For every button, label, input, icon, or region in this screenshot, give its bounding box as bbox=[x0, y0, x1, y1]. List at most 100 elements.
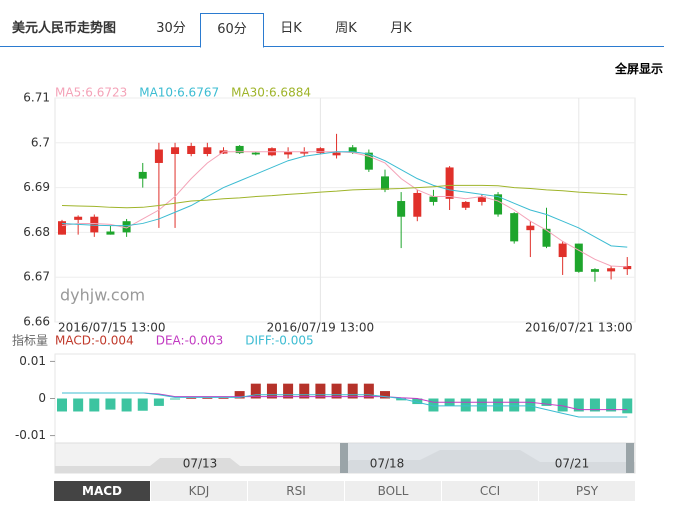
macd-bar bbox=[73, 398, 84, 412]
macd-bar bbox=[606, 398, 617, 412]
macd-bar bbox=[89, 398, 100, 412]
macd-bar bbox=[347, 383, 358, 399]
indicator-tab[interactable]: MACD bbox=[54, 481, 151, 501]
candle-body bbox=[429, 196, 438, 202]
macd-bar bbox=[105, 398, 116, 410]
tab-bar: 美元人民币走势图 30分 60分 日K 周K 月K bbox=[0, 13, 664, 48]
candle-body bbox=[461, 201, 470, 208]
ma-line bbox=[61, 151, 628, 248]
tab[interactable]: 30分 bbox=[156, 21, 186, 36]
watermark: dyhjw.com bbox=[60, 286, 145, 305]
candle-body bbox=[284, 151, 293, 155]
candle-body bbox=[348, 147, 357, 153]
candle-body bbox=[90, 216, 99, 233]
candle-body bbox=[74, 216, 83, 220]
navigator-handle[interactable] bbox=[340, 443, 348, 473]
indicator-tab[interactable]: RSI bbox=[248, 481, 345, 501]
indicator-tab[interactable]: PSY bbox=[539, 481, 636, 501]
macd-bar bbox=[57, 398, 67, 412]
macd-bar bbox=[331, 383, 342, 399]
macd-bar bbox=[218, 397, 229, 399]
macd-bar bbox=[476, 398, 487, 412]
y-tick-label: -0.01 bbox=[15, 428, 46, 442]
indicator-label: 指标量 bbox=[12, 333, 48, 348]
candle-body bbox=[300, 151, 309, 154]
macd-bar bbox=[186, 397, 197, 399]
candle-body bbox=[607, 268, 616, 272]
candle-body bbox=[542, 228, 551, 247]
macd-bar bbox=[153, 398, 164, 406]
candle-body bbox=[574, 243, 583, 272]
macd-bar bbox=[315, 383, 326, 399]
x-tick-label: 2016/07/21 13:00 bbox=[525, 321, 633, 335]
macd-bar bbox=[250, 383, 261, 399]
candle-body bbox=[203, 147, 212, 154]
macd-bar bbox=[137, 398, 148, 411]
candle-body bbox=[590, 269, 599, 272]
macd-bar bbox=[428, 398, 439, 412]
indicator-tab[interactable]: CCI bbox=[442, 481, 539, 501]
candle-body bbox=[381, 176, 389, 190]
legend-entry: MA10:6.6767 bbox=[139, 86, 219, 100]
indicator-tab[interactable]: BOLL bbox=[345, 481, 442, 501]
navigator-label: 07/21 bbox=[555, 457, 590, 471]
legend-entry: MA30:6.6884 bbox=[231, 86, 311, 100]
indicator-tabs: MACD KDJ RSI BOLL CCI PSY bbox=[54, 481, 636, 501]
macd-bar bbox=[380, 391, 390, 399]
candle-body bbox=[623, 266, 632, 270]
macd-bar bbox=[622, 398, 633, 414]
legend-entry: DIFF:-0.005 bbox=[245, 334, 313, 348]
macd-bar bbox=[363, 383, 374, 399]
candle-body bbox=[332, 152, 341, 156]
candle-body bbox=[477, 196, 486, 202]
candle-body bbox=[58, 221, 66, 235]
macd-bar bbox=[493, 398, 504, 412]
candle-body bbox=[445, 167, 454, 199]
macd-bar bbox=[266, 383, 277, 399]
macd-bar bbox=[412, 398, 423, 405]
ma-line bbox=[61, 151, 628, 268]
candle-body bbox=[251, 152, 260, 155]
macd-bar bbox=[541, 398, 552, 406]
fullscreen-button[interactable]: 全屏显示 bbox=[614, 62, 663, 76]
x-tick-label: 2016/07/19 13:00 bbox=[267, 321, 375, 335]
y-tick-label: 0.01 bbox=[19, 354, 46, 368]
tab-active[interactable]: 60分 bbox=[200, 13, 264, 48]
candle-body bbox=[187, 145, 196, 154]
macd-bar bbox=[525, 398, 536, 412]
macd-bar bbox=[283, 383, 294, 399]
y-tick-label: 6.68 bbox=[23, 225, 50, 239]
tab-title: 美元人民币走势图 bbox=[12, 21, 117, 36]
candle-body bbox=[316, 148, 325, 154]
candle-body bbox=[494, 194, 503, 215]
indicator-tab[interactable]: KDJ bbox=[151, 481, 248, 501]
tab[interactable]: 日K bbox=[280, 21, 302, 36]
y-tick-label: 6.71 bbox=[23, 91, 50, 105]
y-tick-label: 0 bbox=[38, 391, 46, 405]
candle-body bbox=[413, 192, 422, 217]
tab[interactable]: 月K bbox=[390, 21, 412, 36]
macd-bar bbox=[460, 398, 471, 412]
navigator-window[interactable] bbox=[344, 443, 630, 473]
macd-bar bbox=[557, 398, 568, 412]
macd-bar bbox=[234, 391, 245, 399]
macd-bar bbox=[573, 398, 584, 412]
macd-bar bbox=[396, 398, 407, 401]
candle-body bbox=[171, 147, 180, 154]
candle-body bbox=[154, 149, 163, 163]
macd-bar bbox=[170, 398, 181, 400]
navigator-handle[interactable] bbox=[626, 443, 634, 473]
candle-body bbox=[397, 201, 406, 217]
macd-bar bbox=[589, 398, 600, 412]
candle-body bbox=[235, 145, 244, 154]
legend-entry: DEA:-0.003 bbox=[156, 334, 224, 348]
candle-body bbox=[558, 243, 567, 258]
candle-body bbox=[106, 231, 115, 235]
tab[interactable]: 周K bbox=[335, 21, 357, 36]
macd-line bbox=[62, 392, 628, 418]
navigator-label: 07/18 bbox=[370, 457, 405, 471]
ma-line bbox=[61, 184, 628, 209]
legend-entry: MA5:6.6723 bbox=[55, 86, 127, 100]
